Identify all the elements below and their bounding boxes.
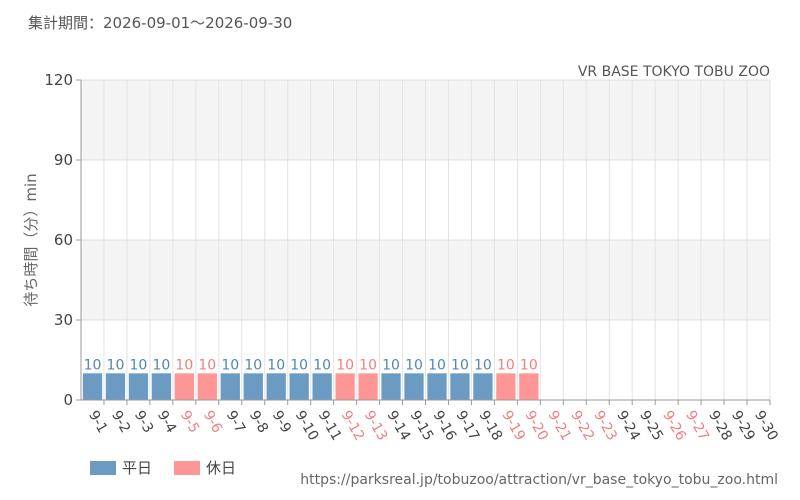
x-tick-label-9-30: 9-30 <box>751 408 781 444</box>
x-tick-label-9-15: 9-15 <box>407 408 437 444</box>
x-tick-label-9-19: 9-19 <box>498 408 528 444</box>
legend-item-weekday: 平日 <box>90 457 152 478</box>
source-url: https://parksreal.jp/tobuzoo/attraction/… <box>300 472 778 488</box>
legend-item-holiday: 休日 <box>174 457 236 478</box>
x-tick-label-9-14: 9-14 <box>384 408 414 444</box>
bar-9-13 <box>358 373 378 400</box>
x-tick-label-9-8: 9-8 <box>246 408 271 436</box>
y-tick-label: 30 <box>54 311 73 329</box>
y-tick-label: 120 <box>44 71 73 89</box>
legend-swatch-holiday <box>174 460 201 475</box>
bar-9-1 <box>82 373 103 400</box>
data-label-9-3: 10 <box>130 357 148 373</box>
data-label-9-8: 10 <box>244 357 262 373</box>
bar-9-19 <box>496 373 516 400</box>
data-label-9-17: 10 <box>451 357 469 373</box>
data-label-9-6: 10 <box>198 357 216 373</box>
data-label-9-9: 10 <box>267 357 285 373</box>
data-label-9-13: 10 <box>359 357 377 373</box>
bar-9-10 <box>289 373 309 400</box>
x-tick-label-9-9: 9-9 <box>269 408 294 436</box>
period-label: 集計期間：2026-09-01〜2026-09-30 <box>28 14 293 32</box>
x-tick-label-9-12: 9-12 <box>338 408 368 444</box>
data-label-9-15: 10 <box>405 357 423 373</box>
data-label-9-7: 10 <box>221 357 239 373</box>
legend-label-holiday: 休日 <box>206 459 237 477</box>
bar-9-17 <box>450 373 470 400</box>
bar-9-12 <box>335 373 355 400</box>
bar-9-4 <box>151 373 172 400</box>
bar-9-14 <box>381 373 401 400</box>
x-tick-label-9-17: 9-17 <box>452 408 482 444</box>
data-label-9-10: 10 <box>290 357 308 373</box>
x-tick-label-9-28: 9-28 <box>705 408 735 444</box>
x-tick-label-9-23: 9-23 <box>590 408 620 444</box>
x-tick-label-9-7: 9-7 <box>223 408 248 436</box>
bar-9-11 <box>312 373 332 400</box>
x-tick-label-9-13: 9-13 <box>361 408 391 444</box>
x-tick-label-9-18: 9-18 <box>475 408 505 444</box>
x-tick-label-9-6: 9-6 <box>200 408 225 436</box>
x-tick-label-9-5: 9-5 <box>177 408 202 436</box>
x-tick-label-9-11: 9-11 <box>315 408 345 444</box>
data-label-9-18: 10 <box>474 357 492 373</box>
data-label-9-2: 10 <box>107 357 125 373</box>
legend-swatch-weekday <box>90 460 116 475</box>
bar-9-20 <box>519 373 539 400</box>
legend-label-weekday: 平日 <box>122 459 153 477</box>
x-tick-label-9-22: 9-22 <box>567 408 597 444</box>
y-tick-label: 90 <box>54 151 73 169</box>
bar-9-5 <box>174 373 194 400</box>
bar-9-3 <box>128 373 149 400</box>
x-tick-label-9-10: 9-10 <box>292 408 322 444</box>
y-tick-label: 0 <box>63 391 73 409</box>
x-tick-label-9-1: 9-1 <box>85 408 110 436</box>
x-tick-label-9-16: 9-16 <box>430 408 460 444</box>
legend: 平日 休日 <box>90 457 236 478</box>
x-tick-label-9-20: 9-20 <box>521 408 551 444</box>
data-label-9-12: 10 <box>336 357 354 373</box>
data-label-9-1: 10 <box>84 357 102 373</box>
data-label-9-16: 10 <box>428 357 446 373</box>
data-label-9-4: 10 <box>152 357 170 373</box>
x-tick-label-9-25: 9-25 <box>636 408 666 444</box>
x-tick-label-9-4: 9-4 <box>154 408 179 436</box>
data-label-9-11: 10 <box>313 357 331 373</box>
bar-9-6 <box>197 373 217 400</box>
x-tick-label-9-29: 9-29 <box>728 408 758 444</box>
chart-title: VR BASE TOKYO TOBU ZOO <box>578 64 770 80</box>
bar-9-8 <box>243 373 263 400</box>
bar-9-16 <box>427 373 447 400</box>
bar-9-7 <box>220 373 240 400</box>
x-tick-label-9-26: 9-26 <box>659 408 689 444</box>
x-tick-label-9-24: 9-24 <box>613 408 643 444</box>
data-label-9-19: 10 <box>497 357 515 373</box>
bar-9-2 <box>105 373 126 400</box>
bar-9-15 <box>404 373 424 400</box>
x-tick-label-9-3: 9-3 <box>131 408 156 436</box>
data-label-9-14: 10 <box>382 357 400 373</box>
x-tick-label-9-27: 9-27 <box>682 408 712 444</box>
data-label-9-5: 10 <box>175 357 193 373</box>
data-label-9-20: 10 <box>520 357 538 373</box>
y-tick-label: 60 <box>54 231 73 249</box>
x-tick-label-9-21: 9-21 <box>544 408 574 444</box>
x-tick-label-9-2: 9-2 <box>108 408 133 436</box>
y-axis-label: 待ち時間（分）min <box>22 173 40 306</box>
bar-9-18 <box>473 373 493 400</box>
bar-9-9 <box>266 373 286 400</box>
